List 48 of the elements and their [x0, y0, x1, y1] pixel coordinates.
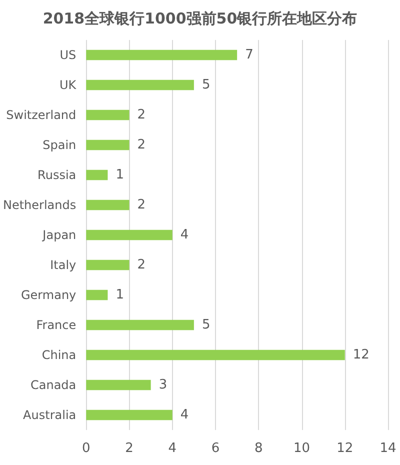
data-label: 2 — [137, 138, 146, 152]
data-label: 5 — [202, 78, 210, 92]
bar — [86, 140, 130, 150]
y-tick-label: France — [36, 318, 76, 332]
data-label: 2 — [137, 108, 146, 122]
bar — [86, 380, 151, 390]
bar — [86, 320, 194, 330]
y-tick-label: Russia — [38, 168, 76, 182]
data-label: 12 — [352, 348, 370, 362]
x-tick-label: 2 — [125, 441, 134, 456]
data-label: 1 — [116, 168, 124, 182]
data-label: 4 — [180, 408, 189, 422]
bar — [86, 410, 172, 420]
bar — [86, 200, 130, 210]
chart-title: 2018全球银行1000强前50银行所在地区分布 — [42, 10, 358, 28]
y-tick-label: Switzerland — [6, 108, 76, 122]
data-label: 7 — [245, 48, 254, 62]
x-tick-label: 10 — [293, 441, 310, 456]
x-tick-label: 14 — [380, 441, 396, 456]
x-tick-label: 12 — [336, 441, 354, 456]
y-tick-label: US — [60, 48, 76, 62]
y-tick-label: Netherlands — [2, 198, 76, 212]
data-label: 2 — [137, 258, 146, 272]
bar — [86, 230, 172, 240]
y-tick-label: Japan — [42, 228, 76, 242]
data-label: 4 — [180, 228, 189, 242]
x-tick-label: 0 — [82, 441, 90, 456]
x-tick-label: 8 — [254, 441, 263, 456]
y-tick-label: Germany — [20, 288, 76, 302]
data-label: 1 — [116, 288, 124, 302]
y-tick-label: Spain — [42, 138, 76, 152]
data-label: 2 — [137, 198, 146, 212]
bar — [86, 260, 130, 270]
bar — [86, 110, 130, 120]
data-label: 3 — [158, 378, 168, 392]
bar — [86, 80, 194, 90]
y-tick-label: UK — [59, 78, 78, 92]
y-tick-label: Australia — [23, 408, 76, 422]
bar — [86, 350, 345, 360]
bar — [86, 290, 108, 300]
bar — [86, 50, 238, 60]
bar — [86, 170, 108, 180]
y-tick-label: Canada — [30, 378, 76, 392]
x-tick-label: 4 — [168, 441, 177, 456]
data-label: 5 — [202, 318, 210, 332]
x-tick-label: 6 — [211, 441, 220, 456]
y-tick-label: Italy — [50, 258, 76, 272]
y-tick-label: China — [42, 348, 76, 362]
